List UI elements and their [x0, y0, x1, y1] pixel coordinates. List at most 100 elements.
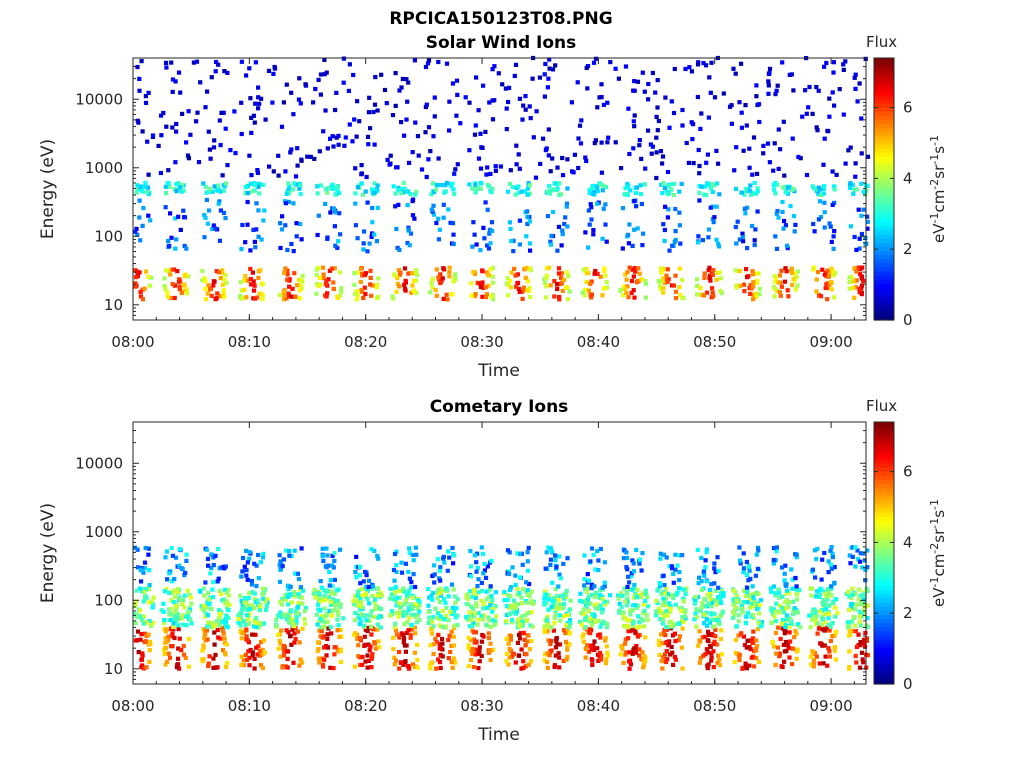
heatmap-cell — [328, 578, 333, 583]
heatmap-cell — [472, 630, 477, 635]
heatmap-cell — [797, 588, 802, 593]
heatmap-cell — [393, 103, 398, 108]
heatmap-cell — [831, 599, 836, 604]
heatmap-cell — [504, 651, 509, 656]
x-tick-label: 08:50 — [693, 333, 736, 351]
heatmap-cell — [706, 268, 711, 273]
heatmap-cell — [485, 605, 490, 610]
heatmap-cell — [500, 82, 505, 87]
heatmap-cell — [543, 295, 549, 300]
heatmap-cell — [450, 81, 456, 86]
heatmap-cell — [756, 102, 762, 107]
heatmap-cell — [721, 91, 726, 96]
heatmap-cell — [825, 663, 830, 668]
heatmap-cell — [166, 634, 171, 639]
heatmap-cell — [710, 272, 715, 277]
heatmap-cell — [737, 652, 742, 657]
heatmap-cell — [326, 626, 331, 631]
heatmap-cell — [247, 663, 252, 668]
colorbar-segment — [874, 622, 894, 628]
heatmap-cell — [319, 614, 324, 619]
heatmap-cell — [143, 100, 149, 105]
heatmap-cell — [240, 602, 245, 607]
heatmap-cell — [323, 614, 328, 619]
heatmap-cell — [590, 183, 595, 189]
heatmap-cell — [589, 647, 594, 652]
heatmap-cell — [280, 564, 285, 569]
heatmap-cell — [463, 95, 468, 100]
heatmap-cell — [221, 597, 226, 602]
heatmap-cell — [603, 636, 608, 641]
heatmap-cell — [525, 600, 530, 605]
heatmap-cell — [429, 207, 434, 212]
heatmap-cell — [784, 605, 789, 611]
heatmap-cell — [406, 80, 411, 85]
heatmap-cell — [398, 611, 403, 616]
heatmap-cell — [473, 611, 478, 616]
heatmap-cell — [164, 124, 169, 129]
heatmap-cell — [486, 631, 491, 636]
heatmap-cell — [853, 72, 858, 77]
heatmap-cell — [825, 297, 830, 302]
colorbar-segment — [874, 626, 894, 632]
heatmap-cell — [396, 202, 401, 207]
heatmap-cell — [713, 634, 718, 639]
heatmap-cell — [749, 192, 754, 197]
heatmap-cell — [366, 142, 371, 147]
heatmap-cell — [141, 599, 146, 604]
heatmap-cell — [671, 283, 676, 288]
heatmap-cell — [188, 132, 193, 137]
heatmap-cell — [657, 584, 662, 589]
heatmap-cell — [767, 160, 772, 165]
heatmap-cell — [673, 206, 678, 212]
heatmap-cell — [506, 282, 511, 288]
heatmap-cell — [195, 110, 200, 115]
heatmap-cell — [185, 588, 190, 593]
heatmap-cell — [435, 557, 440, 562]
heatmap-cell — [827, 654, 832, 659]
heatmap-cell — [792, 229, 797, 234]
heatmap-cell — [409, 271, 414, 276]
heatmap-cell — [711, 598, 716, 603]
heatmap-cell — [777, 651, 782, 656]
x-tick-label: 09:00 — [809, 697, 852, 715]
heatmap-cell — [427, 595, 432, 600]
heatmap-cell — [287, 277, 292, 282]
heatmap-cell — [430, 285, 435, 290]
heatmap-cell — [188, 617, 193, 622]
heatmap-cell — [578, 598, 583, 603]
heatmap-cell — [372, 640, 377, 645]
heatmap-cell — [637, 653, 642, 658]
heatmap-cell — [862, 551, 867, 556]
heatmap-cell — [681, 596, 686, 601]
heatmap-cell — [317, 595, 322, 600]
heatmap-cell — [543, 652, 548, 657]
heatmap-cell — [493, 604, 498, 609]
heatmap-cell — [248, 276, 253, 282]
heatmap-cell — [425, 61, 431, 66]
heatmap-cell — [557, 572, 562, 577]
heatmap-cell — [244, 295, 249, 300]
heatmap-cell — [133, 284, 138, 289]
heatmap-cell — [659, 658, 664, 664]
heatmap-cell — [861, 660, 866, 665]
heatmap-cell — [857, 559, 863, 564]
heatmap-cell — [256, 184, 261, 189]
heatmap-cell — [216, 607, 222, 613]
heatmap-cell — [327, 583, 332, 588]
heatmap-cell — [143, 184, 148, 189]
heatmap-cell — [286, 620, 292, 625]
heatmap-cell — [182, 283, 187, 288]
heatmap-cell — [759, 620, 764, 625]
heatmap-cell — [637, 647, 642, 652]
heatmap-cell — [375, 282, 380, 287]
heatmap-cell — [182, 272, 187, 278]
heatmap-cell — [175, 269, 180, 274]
heatmap-cell — [369, 609, 374, 614]
heatmap-cell — [324, 611, 330, 616]
heatmap-cell — [213, 652, 218, 657]
heatmap-cell — [793, 222, 798, 227]
heatmap-cell — [368, 282, 373, 287]
heatmap-cell — [328, 210, 333, 215]
heatmap-cell — [172, 611, 177, 616]
